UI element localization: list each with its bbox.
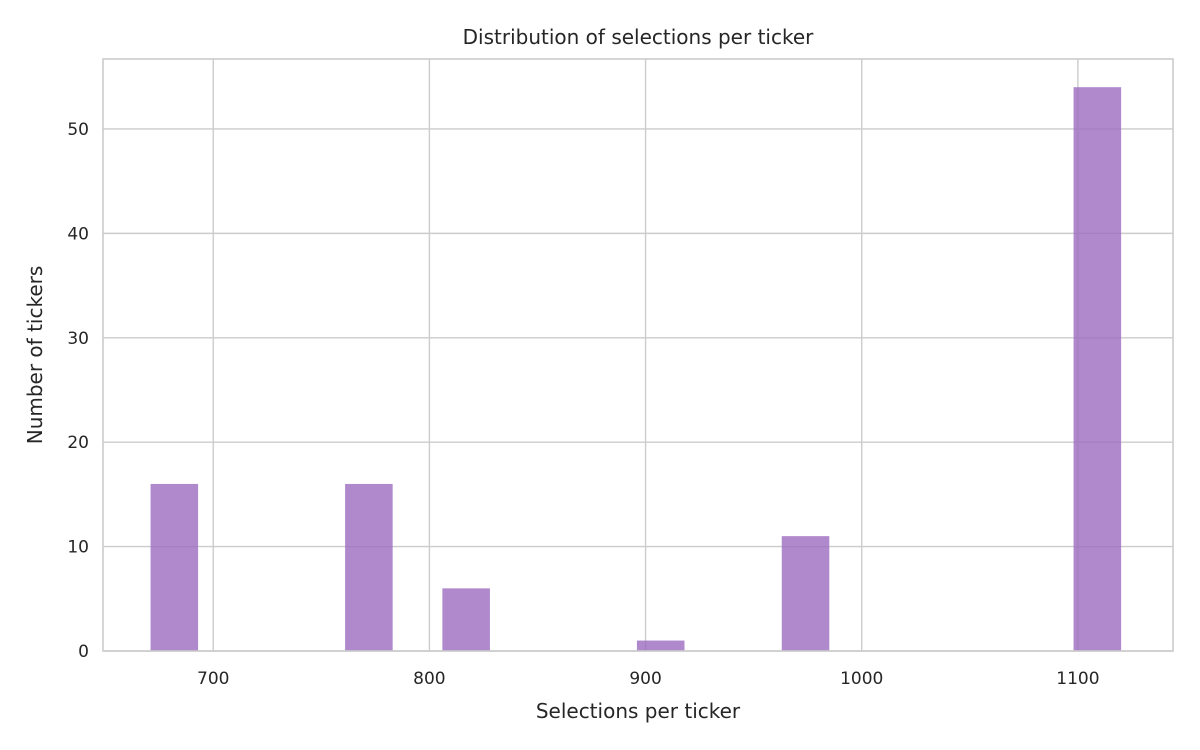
y-tick-label: 50: [67, 120, 89, 140]
y-tick-label: 10: [67, 538, 89, 558]
x-tick-label: 900: [629, 669, 661, 689]
x-axis-label: Selections per ticker: [536, 699, 741, 723]
histogram-bar: [345, 483, 393, 651]
histogram-bar: [442, 588, 490, 651]
histogram-bar: [1073, 87, 1122, 651]
histogram-bar: [150, 483, 199, 651]
x-tick-label: 800: [413, 669, 445, 689]
grid: [103, 59, 1173, 652]
plot-area: [103, 59, 1173, 651]
bars: [150, 87, 1122, 651]
y-axis-label: Number of tickers: [23, 266, 47, 445]
histogram-bar: [781, 536, 830, 651]
x-tick-label: 1000: [840, 669, 883, 689]
x-tick-label: 700: [197, 669, 229, 689]
chart-title: Distribution of selections per ticker: [463, 25, 814, 49]
y-tick-label: 40: [67, 224, 89, 244]
x-tick-labels: 700 800 900 1000 1100: [197, 669, 1100, 689]
plot-frame: [102, 58, 1174, 652]
y-tick-labels: 0 10 20 30 40 50: [67, 120, 89, 662]
y-tick-label: 20: [67, 433, 89, 453]
x-tick-label: 1100: [1056, 669, 1099, 689]
y-tick-label: 0: [78, 642, 89, 662]
histogram-bar: [636, 640, 685, 651]
y-tick-label: 30: [67, 329, 89, 349]
